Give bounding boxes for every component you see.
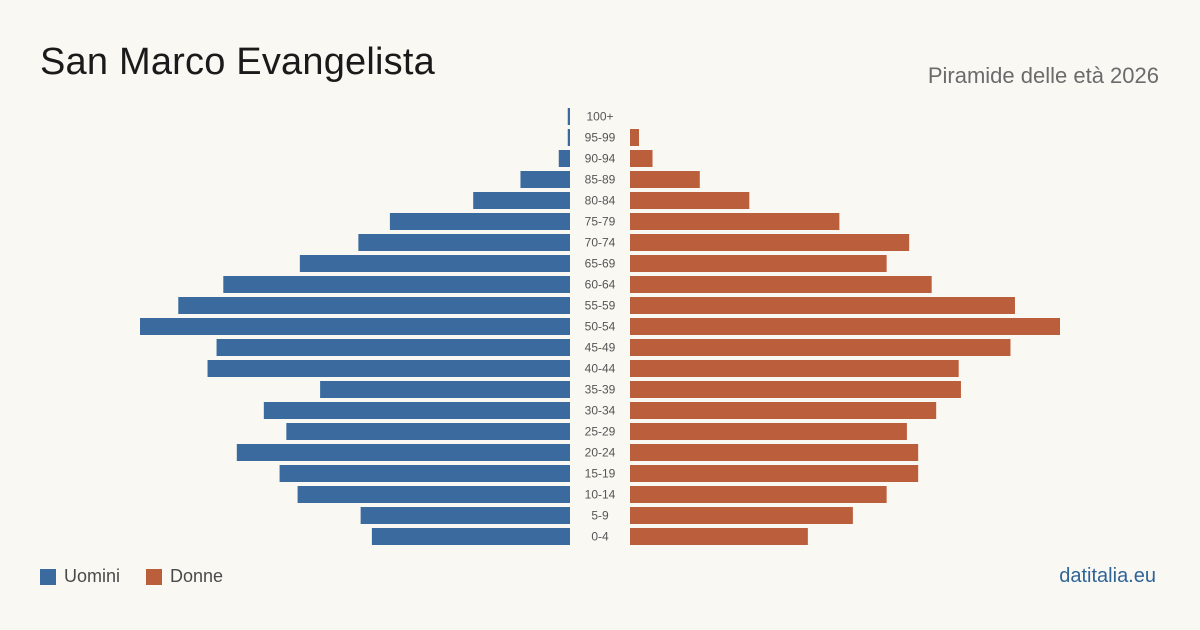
chart-title: San Marco Evangelista bbox=[40, 41, 435, 83]
bar-male-5-9 bbox=[360, 507, 570, 524]
legend-label-male: Uomini bbox=[64, 566, 121, 586]
bar-female-45-49 bbox=[630, 339, 1011, 356]
bar-male-10-14 bbox=[297, 486, 570, 503]
age-label-20-24: 20-24 bbox=[585, 446, 616, 460]
bar-male-70-74 bbox=[358, 234, 570, 251]
bar-male-45-49 bbox=[216, 339, 571, 356]
age-label-25-29: 25-29 bbox=[585, 425, 616, 439]
bar-female-55-59 bbox=[630, 297, 1015, 314]
legend-swatch-female bbox=[146, 568, 163, 585]
age-label-95-99: 95-99 bbox=[585, 131, 616, 145]
age-label-70-74: 70-74 bbox=[585, 236, 616, 250]
bar-male-15-19 bbox=[279, 465, 570, 482]
age-label-65-69: 65-69 bbox=[585, 257, 616, 271]
bar-male-20-24 bbox=[236, 444, 571, 461]
bar-male-90-94 bbox=[558, 150, 570, 167]
bar-female-60-64 bbox=[630, 276, 932, 293]
bar-male-55-59 bbox=[178, 297, 570, 314]
bar-male-95-99 bbox=[567, 129, 570, 146]
legend-swatch-male bbox=[40, 568, 56, 585]
age-label-40-44: 40-44 bbox=[585, 362, 616, 376]
bar-female-0-4 bbox=[630, 528, 808, 545]
age-label-85-89: 85-89 bbox=[585, 173, 616, 187]
bar-female-85-89 bbox=[630, 171, 700, 188]
age-label-30-34: 30-34 bbox=[585, 404, 616, 418]
bar-male-60-64 bbox=[223, 276, 570, 293]
age-label-0-4: 0-4 bbox=[591, 530, 609, 544]
bar-female-70-74 bbox=[630, 234, 910, 251]
bar-female-25-29 bbox=[630, 423, 907, 440]
bar-female-75-79 bbox=[630, 213, 840, 230]
chart-legend: Uomini Donne bbox=[40, 566, 249, 587]
age-label-45-49: 45-49 bbox=[585, 341, 616, 355]
bar-female-95-99 bbox=[630, 129, 640, 146]
legend-item-male: Uomini bbox=[40, 566, 120, 587]
bar-female-10-14 bbox=[630, 486, 887, 503]
age-label-5-9: 5-9 bbox=[591, 509, 609, 523]
bar-male-40-44 bbox=[207, 360, 571, 377]
age-label-15-19: 15-19 bbox=[585, 467, 616, 481]
bar-female-5-9 bbox=[630, 507, 853, 524]
age-label-55-59: 55-59 bbox=[585, 299, 616, 313]
age-label-10-14: 10-14 bbox=[585, 488, 616, 502]
bar-male-80-84 bbox=[473, 192, 570, 209]
bar-male-25-29 bbox=[286, 423, 570, 440]
bar-female-40-44 bbox=[630, 360, 959, 377]
bar-male-30-34 bbox=[263, 402, 570, 419]
bar-female-35-39 bbox=[630, 381, 961, 398]
bar-female-90-94 bbox=[630, 150, 653, 167]
bar-female-80-84 bbox=[630, 192, 750, 209]
age-label-60-64: 60-64 bbox=[585, 278, 616, 292]
bar-male-0-4 bbox=[371, 528, 570, 545]
age-label-90-94: 90-94 bbox=[585, 152, 616, 166]
bar-male-35-39 bbox=[320, 381, 570, 398]
bar-female-30-34 bbox=[630, 402, 937, 419]
bar-male-100plus bbox=[567, 108, 570, 125]
age-label-75-79: 75-79 bbox=[585, 215, 616, 229]
age-label-80-84: 80-84 bbox=[585, 194, 616, 208]
age-label-50-54: 50-54 bbox=[585, 320, 616, 334]
age-label-35-39: 35-39 bbox=[585, 383, 616, 397]
bar-male-65-69 bbox=[299, 255, 570, 272]
legend-label-female: Donne bbox=[170, 566, 224, 586]
chart-subtitle: Piramide delle età 2026 bbox=[927, 63, 1159, 88]
bar-female-15-19 bbox=[630, 465, 919, 482]
bar-male-85-89 bbox=[520, 171, 570, 188]
bar-male-50-54 bbox=[140, 318, 570, 335]
age-label-100plus: 100+ bbox=[586, 110, 613, 124]
source-link[interactable]: datitalia.eu bbox=[1059, 565, 1156, 587]
bar-female-65-69 bbox=[630, 255, 887, 272]
legend-item-female: Donne bbox=[146, 566, 223, 587]
bar-female-20-24 bbox=[630, 444, 919, 461]
bar-female-50-54 bbox=[630, 318, 1060, 335]
bar-male-75-79 bbox=[389, 213, 570, 230]
